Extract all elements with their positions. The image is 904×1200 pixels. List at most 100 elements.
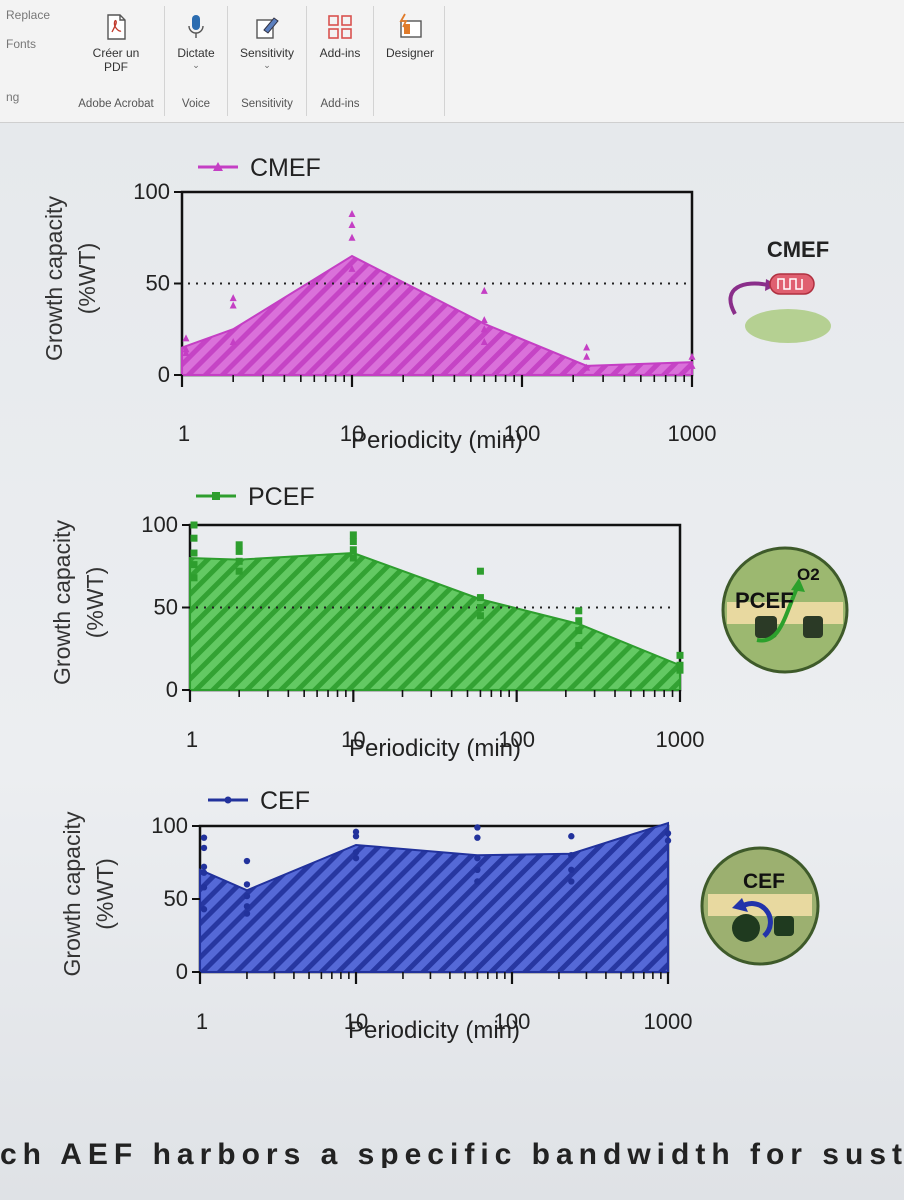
x-tick-label: 100 bbox=[494, 1009, 531, 1034]
data-point bbox=[575, 627, 583, 635]
add-ins-label: Add-ins bbox=[319, 46, 361, 60]
complex-icon bbox=[774, 916, 794, 936]
cef-chloroplast-illustration: CEF bbox=[700, 846, 820, 966]
create-pdf-button[interactable]: Créer un PDF bbox=[90, 12, 142, 74]
complex-icon bbox=[803, 616, 823, 638]
cmef-arrow-icon bbox=[728, 281, 769, 315]
y-axis-label-unit: (%WT) bbox=[92, 858, 118, 930]
data-point bbox=[235, 567, 243, 575]
data-point bbox=[688, 352, 696, 360]
data-point bbox=[474, 854, 481, 862]
add-ins-group: Add-ins Add-ins bbox=[307, 6, 374, 116]
data-point bbox=[474, 824, 481, 831]
data-point bbox=[182, 334, 190, 342]
data-point bbox=[664, 830, 672, 837]
data-point bbox=[352, 854, 360, 862]
x-axis-label: Periodicity (min) bbox=[349, 735, 521, 762]
legend-label: CEF bbox=[260, 787, 310, 815]
data-point bbox=[568, 833, 575, 840]
y-axis-label: Growth capacity bbox=[49, 520, 75, 685]
data-point bbox=[349, 546, 357, 554]
x-tick-label: 1000 bbox=[644, 1009, 693, 1034]
replace-button[interactable]: Replace bbox=[6, 8, 51, 22]
data-point bbox=[190, 561, 198, 569]
data-point bbox=[182, 349, 190, 357]
data-point bbox=[243, 892, 251, 900]
y-tick-label: 50 bbox=[146, 271, 170, 296]
pcef-side-label: PCEF bbox=[735, 588, 794, 613]
data-point bbox=[568, 866, 575, 873]
sensitivity-icon bbox=[252, 12, 282, 42]
data-point bbox=[480, 286, 488, 294]
data-point bbox=[348, 275, 356, 283]
data-point bbox=[583, 343, 591, 351]
y-tick-label: 50 bbox=[164, 886, 188, 911]
area-series-cmef bbox=[181, 254, 693, 376]
y-axis-label-unit: (%WT) bbox=[82, 567, 108, 639]
x-tick-label: 1 bbox=[196, 1009, 208, 1034]
y-axis-label-unit: (%WT) bbox=[74, 243, 100, 315]
add-ins-grid-icon bbox=[325, 12, 355, 42]
data-point bbox=[200, 869, 208, 876]
legend-label: PCEF bbox=[248, 483, 315, 511]
data-point bbox=[348, 264, 356, 272]
data-point bbox=[568, 852, 575, 859]
cmef-mitochondria-illustration: CMEF bbox=[728, 237, 831, 343]
cef-side-label: CEF bbox=[743, 870, 785, 893]
chevron-down-icon: ⌄ bbox=[192, 60, 200, 70]
legend-marker bbox=[212, 492, 220, 500]
data-point bbox=[480, 316, 488, 324]
data-point bbox=[348, 209, 356, 217]
sensitivity-label: Sensitivity bbox=[239, 46, 295, 60]
data-point bbox=[229, 338, 237, 346]
area-series-cef bbox=[199, 821, 669, 973]
x-tick-label: 1 bbox=[178, 421, 190, 446]
data-point bbox=[349, 538, 357, 545]
data-point bbox=[480, 325, 488, 333]
data-point bbox=[243, 857, 251, 865]
chart-cmef: 0 50 100 1 10 100 1000 Periodicity (min) Growth … bbox=[41, 154, 831, 454]
o2-label: O2 bbox=[797, 565, 820, 584]
arrowhead-icon bbox=[732, 898, 748, 912]
x-axis-label: Periodicity (min) bbox=[348, 1017, 520, 1044]
y-tick-label: 0 bbox=[158, 362, 170, 387]
data-point bbox=[664, 837, 672, 844]
data-point bbox=[583, 363, 591, 371]
y-tick-label: 50 bbox=[154, 595, 178, 620]
data-point bbox=[476, 612, 484, 620]
data-point bbox=[348, 220, 356, 228]
chloroplast-icon bbox=[745, 309, 831, 343]
data-point bbox=[568, 878, 575, 885]
add-ins-button[interactable]: Add-ins bbox=[313, 12, 367, 60]
x-tick-label: 100 bbox=[498, 727, 535, 752]
dictate-button[interactable]: Dictate ⌄ bbox=[169, 12, 223, 70]
designer-button[interactable]: Designer bbox=[380, 12, 440, 60]
y-tick-label: 100 bbox=[141, 512, 178, 537]
mitochondria-icon bbox=[769, 273, 815, 295]
data-point bbox=[349, 531, 357, 539]
chart-pcef: 0 50 100 1 10 100 1000 Periodicity (min) Growth … bbox=[49, 483, 849, 762]
data-point bbox=[229, 294, 237, 302]
chevron-down-icon: ⌄ bbox=[263, 60, 271, 70]
data-point bbox=[200, 863, 208, 871]
data-point bbox=[190, 534, 198, 542]
data-point bbox=[676, 666, 684, 674]
fonts-group-label: Fonts bbox=[6, 37, 37, 51]
legend-label: CMEF bbox=[250, 154, 321, 182]
x-tick-label: 10 bbox=[341, 727, 365, 752]
adobe-acrobat-group: Créer un PDF Adobe Acrobat bbox=[68, 6, 165, 116]
legend-marker bbox=[213, 162, 223, 171]
cristae-icon bbox=[777, 278, 803, 290]
sensitivity-group: Sensitivity ⌄ Sensitivity bbox=[228, 6, 307, 116]
sensitivity-button[interactable]: Sensitivity ⌄ bbox=[232, 12, 302, 70]
data-point bbox=[480, 338, 488, 346]
data-point bbox=[583, 352, 591, 360]
data-point bbox=[200, 906, 208, 913]
microphone-icon bbox=[181, 12, 211, 42]
area-series-pcef bbox=[189, 552, 681, 691]
data-point bbox=[243, 903, 251, 910]
document-body-text: ch AEF harbors a specific bandwidth for … bbox=[0, 1138, 904, 1168]
designer-label: Designer bbox=[385, 46, 435, 60]
cmef-side-label: CMEF bbox=[767, 237, 829, 262]
